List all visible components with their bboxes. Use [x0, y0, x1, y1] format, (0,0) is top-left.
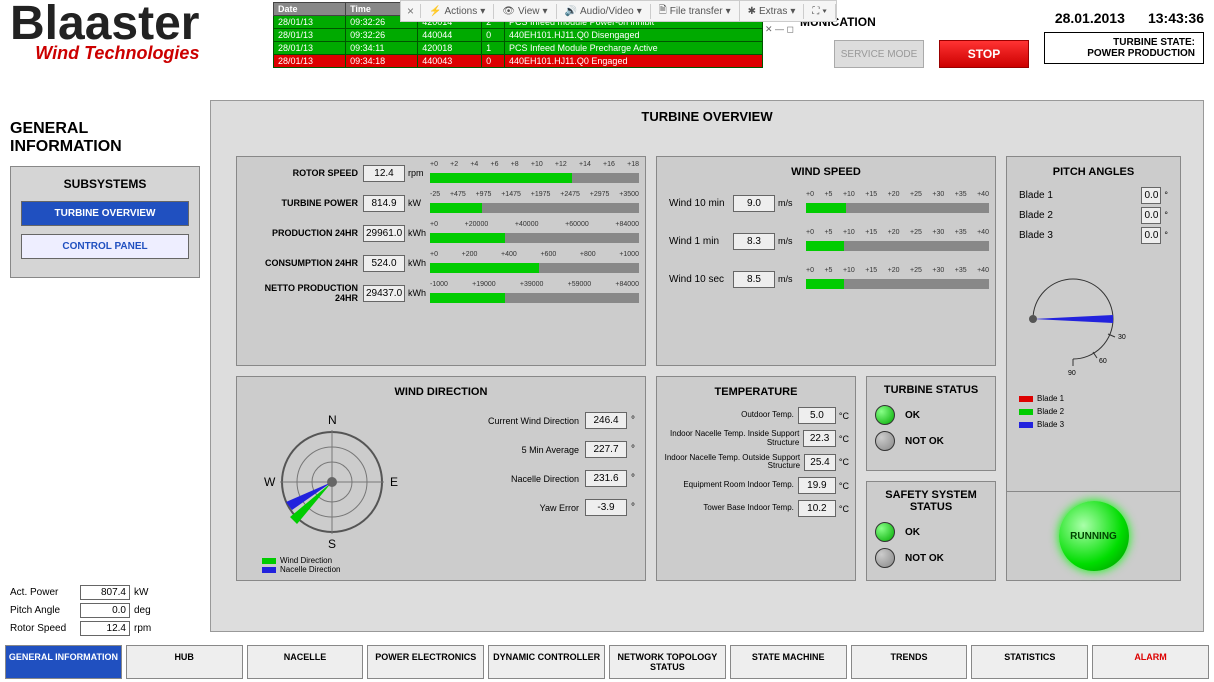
main-title: TURBINE OVERVIEW	[211, 101, 1203, 132]
tab-network-topology-status[interactable]: NETWORK TOPOLOGY STATUS	[609, 645, 726, 679]
bottom-tabs: GENERAL INFORMATIONHUBNACELLEPOWER ELECT…	[5, 645, 1209, 679]
close-icon[interactable]: ×	[401, 4, 421, 18]
actions-menu[interactable]: ⚡ Actions ▾	[421, 4, 494, 19]
main-panel: TURBINE OVERVIEW ROTOR SPEED 12.4 rpm +0…	[210, 100, 1204, 632]
tab-trends[interactable]: TRENDS	[851, 645, 968, 679]
sidebar: GENERAL INFORMATION SUBSYSTEMS TURBINE O…	[10, 120, 200, 278]
svg-text:W: W	[264, 475, 276, 489]
logo: Blaaster Wind Technologies	[10, 5, 199, 64]
tab-general-information[interactable]: GENERAL INFORMATION	[5, 645, 122, 679]
turbine-status-panel: TURBINE STATUS OK NOT OK	[866, 376, 996, 471]
status-ok-led	[875, 405, 895, 425]
wind-speed-panel: WIND SPEED Wind 10 min 9.0 m/s +0+5+10+1…	[656, 156, 996, 366]
control-panel-button[interactable]: CONTROL PANEL	[21, 234, 189, 259]
running-indicator: RUNNING	[1059, 501, 1129, 571]
window-controls[interactable]: ✕ — ◻	[765, 24, 794, 35]
gauges-panel: ROTOR SPEED 12.4 rpm +0+2+4+6+8+10+12+14…	[236, 156, 646, 366]
turbine-state-box: TURBINE STATE: POWER PRODUCTION	[1044, 32, 1204, 64]
time: 13:43:36	[1148, 10, 1204, 26]
svg-text:30: 30	[1118, 334, 1126, 341]
date: 28.01.2013	[1055, 10, 1125, 26]
safety-notok-led	[875, 548, 895, 568]
wind-direction-panel: WIND DIRECTION N S E W Current Wind Dire…	[236, 376, 646, 581]
page-title: GENERAL INFORMATION	[10, 120, 200, 156]
tab-nacelle[interactable]: NACELLE	[247, 645, 364, 679]
compass: N S E W	[262, 412, 402, 552]
status-notok-led	[875, 431, 895, 451]
tab-dynamic-controller[interactable]: DYNAMIC CONTROLLER	[488, 645, 605, 679]
svg-text:E: E	[390, 475, 398, 489]
logo-main: Blaaster	[10, 5, 199, 43]
tab-alarm[interactable]: ALARM	[1092, 645, 1209, 679]
safety-ok-led	[875, 522, 895, 542]
tab-statistics[interactable]: STATISTICS	[971, 645, 1088, 679]
fullscreen-icon[interactable]: ⛶ ▾	[804, 4, 836, 19]
remote-toolbar: × ⚡ Actions ▾ 👁 View ▾ 🔊 Audio/Video ▾ 🗎…	[400, 0, 837, 22]
tab-power-electronics[interactable]: POWER ELECTRONICS	[367, 645, 484, 679]
turbine-overview-button[interactable]: TURBINE OVERVIEW	[21, 201, 189, 226]
logo-sub: Wind Technologies	[10, 43, 199, 64]
stop-button[interactable]: STOP	[939, 40, 1029, 68]
svg-text:90: 90	[1068, 370, 1076, 377]
svg-text:N: N	[328, 413, 337, 427]
service-mode-button[interactable]: SERVICE MODE	[834, 40, 924, 68]
filetransfer-menu[interactable]: 🗎 File transfer ▾	[651, 1, 740, 22]
temperature-panel: TEMPERATURE Outdoor Temp.5.0°CIndoor Nac…	[656, 376, 856, 581]
extras-menu[interactable]: ✱ Extras ▾	[740, 4, 805, 19]
pitch-gauge: 30 60 90	[1013, 259, 1133, 379]
subsystems-panel: SUBSYSTEMS TURBINE OVERVIEW CONTROL PANE…	[10, 166, 200, 278]
audiovideo-menu[interactable]: 🔊 Audio/Video ▾	[557, 4, 651, 19]
safety-status-panel: SAFETY SYSTEM STATUS OK NOT OK	[866, 481, 996, 581]
tab-state-machine[interactable]: STATE MACHINE	[730, 645, 847, 679]
svg-text:S: S	[328, 537, 336, 551]
running-panel: RUNNING	[1006, 491, 1181, 581]
svg-text:60: 60	[1099, 358, 1107, 365]
datetime: 28.01.2013 13:43:36 TURBINE STATE: POWER…	[1044, 10, 1204, 64]
view-menu[interactable]: 👁 View ▾	[494, 4, 556, 19]
tab-hub[interactable]: HUB	[126, 645, 243, 679]
bottom-readouts: Act. Power807.4kW Pitch Angle0.0deg Roto…	[10, 585, 159, 639]
